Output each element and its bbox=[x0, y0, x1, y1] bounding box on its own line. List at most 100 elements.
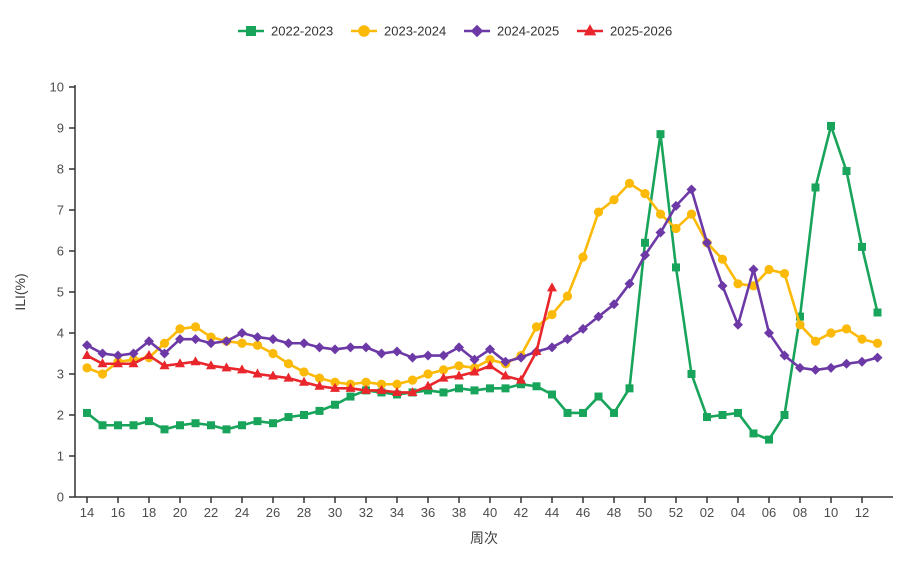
data-point-marker bbox=[82, 363, 92, 373]
data-point-marker bbox=[330, 382, 340, 392]
y-tick-label: 10 bbox=[50, 80, 64, 95]
data-point-marker bbox=[764, 264, 774, 275]
data-point-marker bbox=[733, 279, 743, 289]
x-tick-label: 46 bbox=[576, 505, 590, 520]
data-point-marker bbox=[624, 178, 635, 188]
data-point-marker bbox=[609, 195, 619, 205]
data-point-marker bbox=[872, 352, 883, 363]
data-point-marker bbox=[299, 367, 309, 377]
data-point-marker bbox=[531, 345, 542, 355]
x-tick-label: 18 bbox=[142, 505, 156, 520]
x-tick-label: 52 bbox=[669, 505, 683, 520]
data-point-marker bbox=[237, 328, 247, 338]
legend-label: 2022-2023 bbox=[271, 24, 333, 39]
data-point-marker bbox=[594, 392, 603, 401]
data-point-marker bbox=[779, 268, 790, 279]
data-point-marker bbox=[841, 324, 852, 334]
x-tick-label: 22 bbox=[204, 505, 218, 520]
data-point-marker bbox=[439, 388, 448, 397]
x-tick-label: 10 bbox=[824, 505, 838, 520]
data-point-marker bbox=[191, 419, 200, 428]
data-point-marker bbox=[500, 370, 511, 380]
data-point-marker bbox=[562, 334, 573, 345]
legend-label: 2024-2025 bbox=[497, 24, 559, 39]
y-tick-label: 0 bbox=[57, 490, 64, 505]
data-point-marker bbox=[268, 334, 278, 345]
data-point-marker bbox=[159, 348, 170, 359]
data-point-marker bbox=[252, 332, 263, 343]
x-tick-label: 04 bbox=[731, 505, 745, 520]
data-point-marker bbox=[175, 334, 185, 345]
data-point-marker bbox=[703, 413, 711, 422]
data-point-marker bbox=[221, 362, 232, 372]
y-tick-label: 2 bbox=[57, 408, 64, 423]
data-point-marker bbox=[610, 408, 618, 417]
data-point-marker bbox=[268, 348, 278, 359]
legend-item-2023-2024: 2023-2024 bbox=[351, 24, 446, 39]
data-point-marker bbox=[547, 282, 557, 292]
x-tick-label: 24 bbox=[235, 505, 249, 520]
triangle-legend-marker-icon bbox=[583, 24, 597, 36]
data-point-marker bbox=[97, 348, 108, 359]
data-point-marker bbox=[655, 209, 666, 219]
x-tick-label: 44 bbox=[545, 505, 559, 520]
data-point-marker bbox=[718, 411, 727, 419]
data-point-marker bbox=[144, 350, 154, 360]
x-axis-label: 周次 bbox=[470, 530, 498, 546]
data-point-marker bbox=[269, 419, 277, 428]
data-point-marker bbox=[252, 368, 263, 378]
data-point-marker bbox=[687, 370, 696, 378]
x-tick-label: 14 bbox=[80, 505, 94, 520]
x-tick-label: 34 bbox=[390, 505, 404, 520]
data-point-marker bbox=[810, 364, 821, 375]
data-point-marker bbox=[671, 223, 681, 234]
data-point-marker bbox=[376, 348, 387, 359]
data-point-marker bbox=[826, 328, 836, 338]
data-point-marker bbox=[641, 238, 649, 247]
data-point-marker bbox=[593, 311, 604, 322]
legend-label: 2025-2026 bbox=[610, 24, 672, 39]
data-point-marker bbox=[175, 324, 185, 334]
data-point-marker bbox=[517, 380, 525, 389]
data-point-marker bbox=[500, 356, 511, 367]
y-tick-label: 9 bbox=[57, 121, 64, 136]
data-point-marker bbox=[361, 342, 371, 353]
data-point-marker bbox=[299, 376, 309, 386]
data-point-marker bbox=[423, 350, 433, 361]
data-point-marker bbox=[284, 413, 293, 422]
series-line-2022-2023 bbox=[85, 124, 879, 441]
data-point-marker bbox=[640, 250, 650, 261]
data-point-marker bbox=[609, 299, 619, 310]
data-point-marker bbox=[407, 375, 418, 385]
data-point-marker bbox=[207, 421, 215, 430]
data-point-marker bbox=[222, 425, 231, 434]
data-point-marker bbox=[283, 338, 294, 349]
data-point-marker bbox=[221, 336, 232, 347]
data-point-marker bbox=[470, 386, 479, 395]
x-tick-label: 28 bbox=[297, 505, 311, 520]
data-point-marker bbox=[686, 184, 697, 195]
data-point-marker bbox=[764, 328, 774, 338]
data-point-marker bbox=[315, 406, 324, 415]
data-point-marker bbox=[640, 189, 650, 199]
data-point-marker bbox=[656, 130, 665, 139]
data-point-marker bbox=[872, 338, 883, 348]
legend-item-2024-2025: 2024-2025 bbox=[464, 24, 559, 39]
data-point-marker bbox=[717, 254, 728, 264]
data-point-marker bbox=[811, 183, 820, 192]
data-point-marker bbox=[253, 417, 262, 426]
x-tick-label: 08 bbox=[793, 505, 807, 520]
data-point-marker bbox=[857, 356, 867, 367]
x-tick-label: 20 bbox=[173, 505, 187, 520]
data-point-marker bbox=[624, 278, 635, 289]
data-point-marker bbox=[810, 336, 821, 346]
x-tick-label: 12 bbox=[855, 505, 869, 520]
y-tick-label: 6 bbox=[57, 244, 64, 259]
data-point-marker bbox=[501, 384, 510, 393]
data-point-marker bbox=[795, 320, 805, 330]
data-point-marker bbox=[175, 358, 185, 368]
data-point-marker bbox=[469, 366, 480, 376]
data-point-marker bbox=[562, 291, 573, 301]
